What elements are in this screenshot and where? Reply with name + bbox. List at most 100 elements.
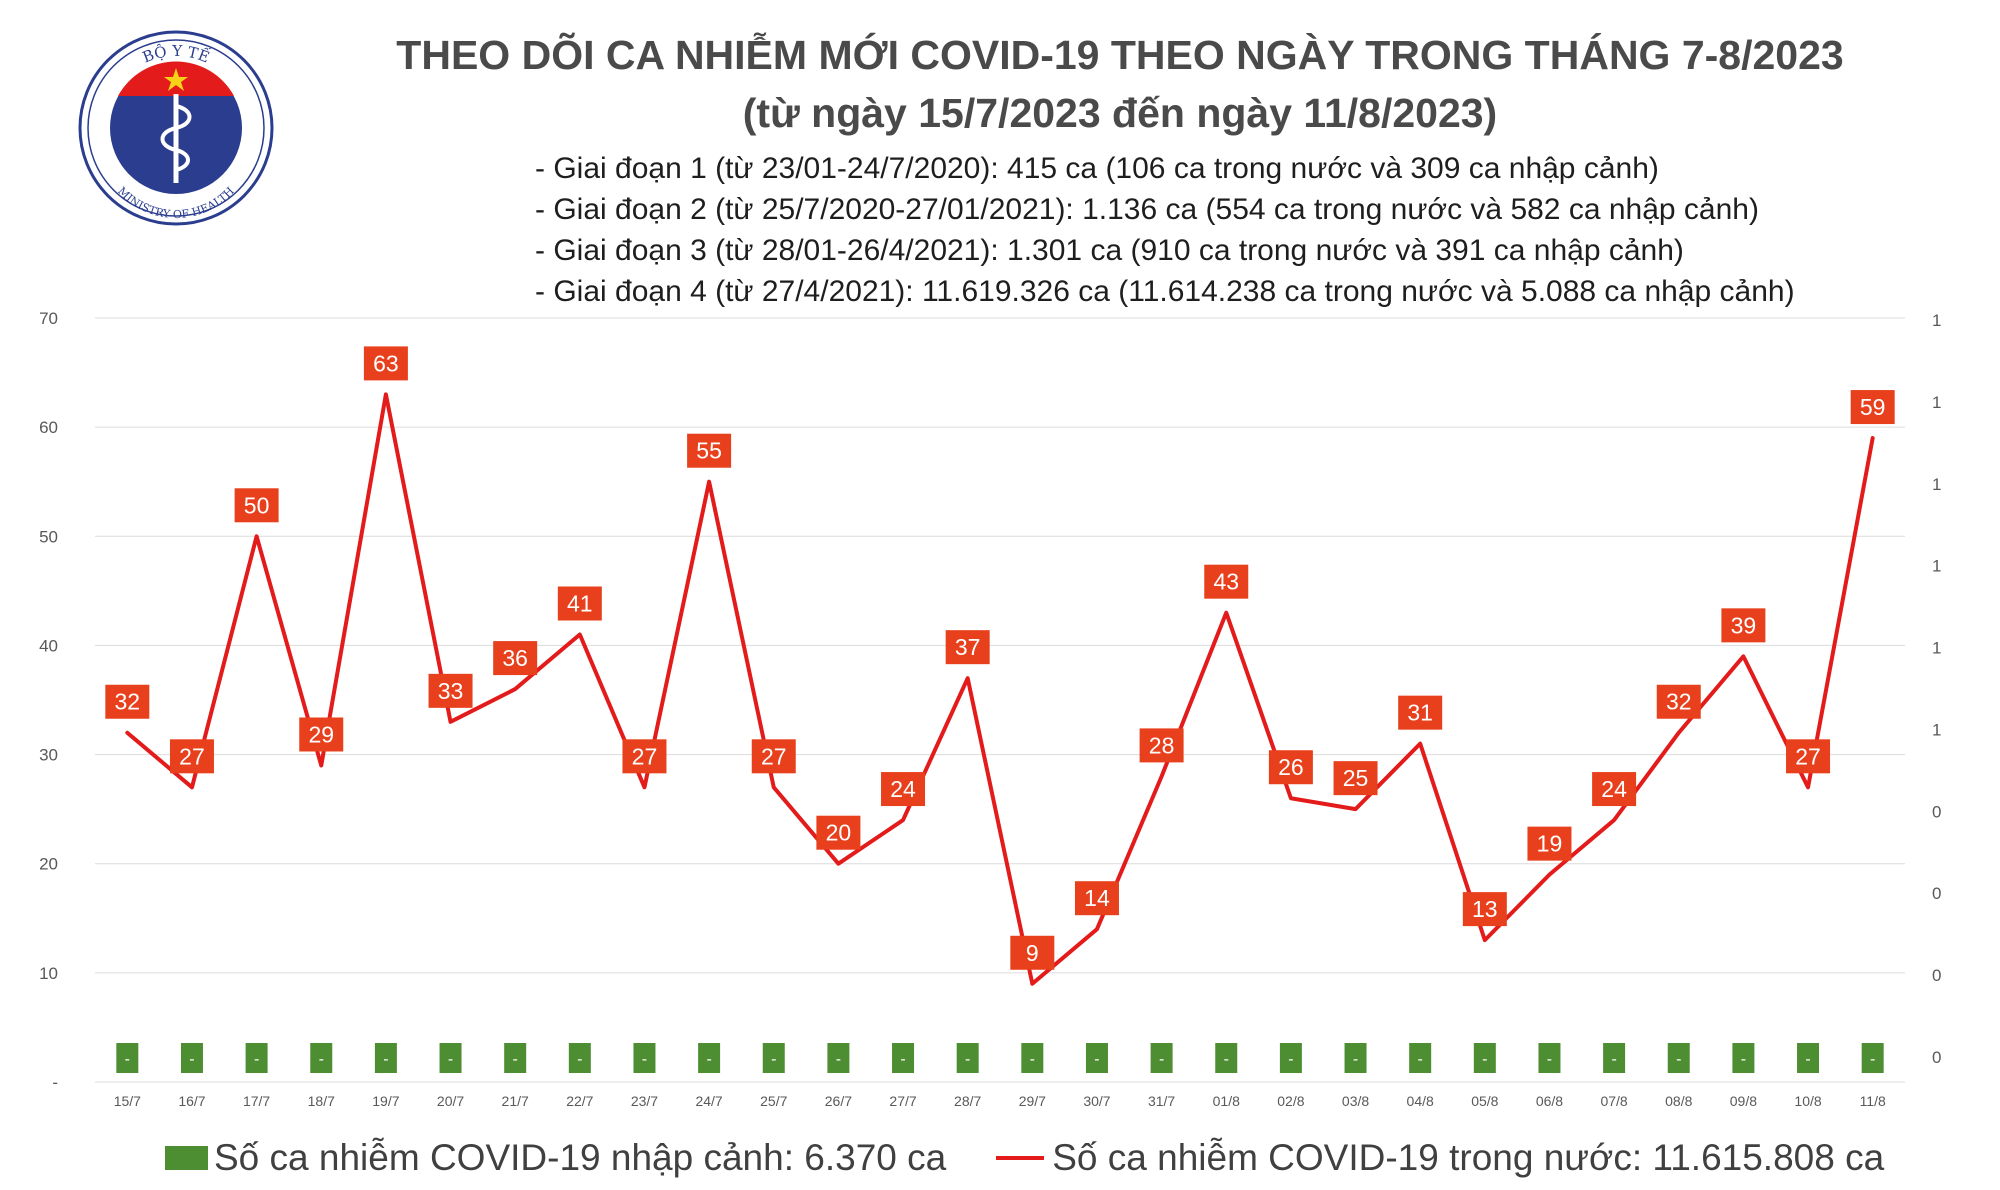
ministry-of-health-logo: BỘ Y TẾ MINISTRY OF HEALTH	[78, 30, 274, 226]
bar	[1279, 1043, 1302, 1073]
data-label-box	[1139, 728, 1184, 763]
data-label-box	[105, 684, 150, 719]
bar-data-label: -	[254, 1051, 259, 1068]
bar	[1344, 1043, 1367, 1073]
legend-bar-swatch	[165, 1146, 208, 1170]
bar-data-label: -	[1805, 1051, 1810, 1068]
bar-data-label: -	[383, 1051, 388, 1068]
data-label-box	[1462, 892, 1507, 927]
data-label-box	[1268, 750, 1313, 785]
bar	[1797, 1043, 1820, 1073]
data-label-box	[881, 772, 926, 807]
data-label-box	[816, 815, 861, 850]
y-left-tick-label: 10	[39, 964, 58, 983]
data-label: 24	[890, 776, 916, 802]
bar	[1861, 1043, 1884, 1073]
x-tick-label: 19/7	[372, 1093, 399, 1109]
x-tick-label: 08/8	[1665, 1093, 1692, 1109]
bar-data-label: -	[319, 1051, 324, 1068]
bar	[1021, 1043, 1044, 1073]
bar-data-label: -	[1741, 1051, 1746, 1068]
data-label-box	[1204, 564, 1249, 599]
bar	[633, 1043, 656, 1073]
y-left-tick-label: 70	[39, 309, 58, 328]
data-label: 24	[1601, 776, 1627, 802]
y-left-tick-label: 60	[39, 418, 58, 437]
x-tick-label: 24/7	[695, 1093, 722, 1109]
bar	[374, 1043, 397, 1073]
bar	[439, 1043, 462, 1073]
bar-data-label: -	[1353, 1051, 1358, 1068]
data-label-box	[299, 717, 344, 752]
x-tick-label: 21/7	[502, 1093, 529, 1109]
x-tick-label: 28/7	[954, 1093, 981, 1109]
x-tick-label: 04/8	[1407, 1093, 1434, 1109]
bar	[698, 1043, 721, 1073]
data-label-box	[1333, 761, 1378, 796]
bar	[956, 1043, 979, 1073]
x-tick-label: 22/7	[566, 1093, 593, 1109]
bar	[245, 1043, 268, 1073]
bar	[116, 1043, 139, 1073]
y-right-tick-label: 0	[1932, 1048, 1941, 1067]
bar-data-label: -	[1482, 1051, 1487, 1068]
data-label-box	[557, 586, 602, 621]
data-label: 33	[438, 678, 464, 704]
y-right-tick-label: 0	[1932, 884, 1941, 903]
y-left-tick-label: 40	[39, 636, 58, 655]
x-tick-label: 10/8	[1794, 1093, 1821, 1109]
data-label-box	[1850, 390, 1895, 425]
bar-data-label: -	[1611, 1051, 1616, 1068]
data-label: 9	[1026, 940, 1039, 966]
bar	[1085, 1043, 1108, 1073]
bar	[1667, 1043, 1690, 1073]
y-right-tick-label: 0	[1932, 966, 1941, 985]
x-tick-label: 16/7	[178, 1093, 205, 1109]
x-tick-label: 18/7	[308, 1093, 335, 1109]
bar-data-label: -	[448, 1051, 453, 1068]
bar	[1732, 1043, 1755, 1073]
bar	[180, 1043, 203, 1073]
chart-title: THEO DÕI CA NHIỄM MỚI COVID-19 THEO NGÀY…	[396, 32, 1844, 78]
data-label: 27	[179, 743, 205, 769]
data-label: 36	[502, 645, 528, 671]
data-label-box	[687, 433, 732, 468]
data-label-box	[1074, 881, 1119, 916]
bar	[310, 1043, 333, 1073]
data-label-box	[1398, 695, 1443, 730]
x-tick-label: 31/7	[1148, 1093, 1175, 1109]
data-label: 27	[1795, 743, 1821, 769]
x-tick-label: 03/8	[1342, 1093, 1369, 1109]
data-label: 27	[632, 743, 658, 769]
legend-bar-label: Số ca nhiễm COVID-19 nhập cảnh: 6.370 ca	[214, 1137, 947, 1178]
data-label-box	[428, 673, 473, 708]
bar	[1409, 1043, 1432, 1073]
x-tick-label: 23/7	[631, 1093, 658, 1109]
bar-data-label: -	[642, 1051, 647, 1068]
bar-data-label: -	[1159, 1051, 1164, 1068]
x-tick-label: 07/8	[1600, 1093, 1627, 1109]
data-label: 26	[1278, 754, 1304, 780]
x-tick-label: 29/7	[1019, 1093, 1046, 1109]
phase-note-1: - Giai đoạn 1 (từ 23/01-24/7/2020): 415 …	[535, 152, 1659, 185]
bar	[892, 1043, 915, 1073]
bar-data-label: -	[771, 1051, 776, 1068]
data-label: 55	[696, 438, 722, 464]
bar	[568, 1043, 591, 1073]
data-label: 27	[761, 743, 787, 769]
x-tick-label: 17/7	[243, 1093, 270, 1109]
bar	[504, 1043, 527, 1073]
data-label: 32	[115, 689, 141, 715]
data-label-box	[1786, 739, 1831, 774]
data-label-box	[1721, 608, 1766, 643]
bar	[762, 1043, 785, 1073]
bar-data-label: -	[1418, 1051, 1423, 1068]
legend-line-swatch	[996, 1156, 1045, 1160]
data-label-box	[751, 739, 796, 774]
y-left-tick-label: -	[52, 1073, 58, 1092]
bar-data-label: -	[1870, 1051, 1875, 1068]
data-label: 20	[826, 820, 852, 846]
bar-data-label: -	[577, 1051, 582, 1068]
y-left-tick-label: 30	[39, 746, 58, 765]
bar	[1538, 1043, 1561, 1073]
